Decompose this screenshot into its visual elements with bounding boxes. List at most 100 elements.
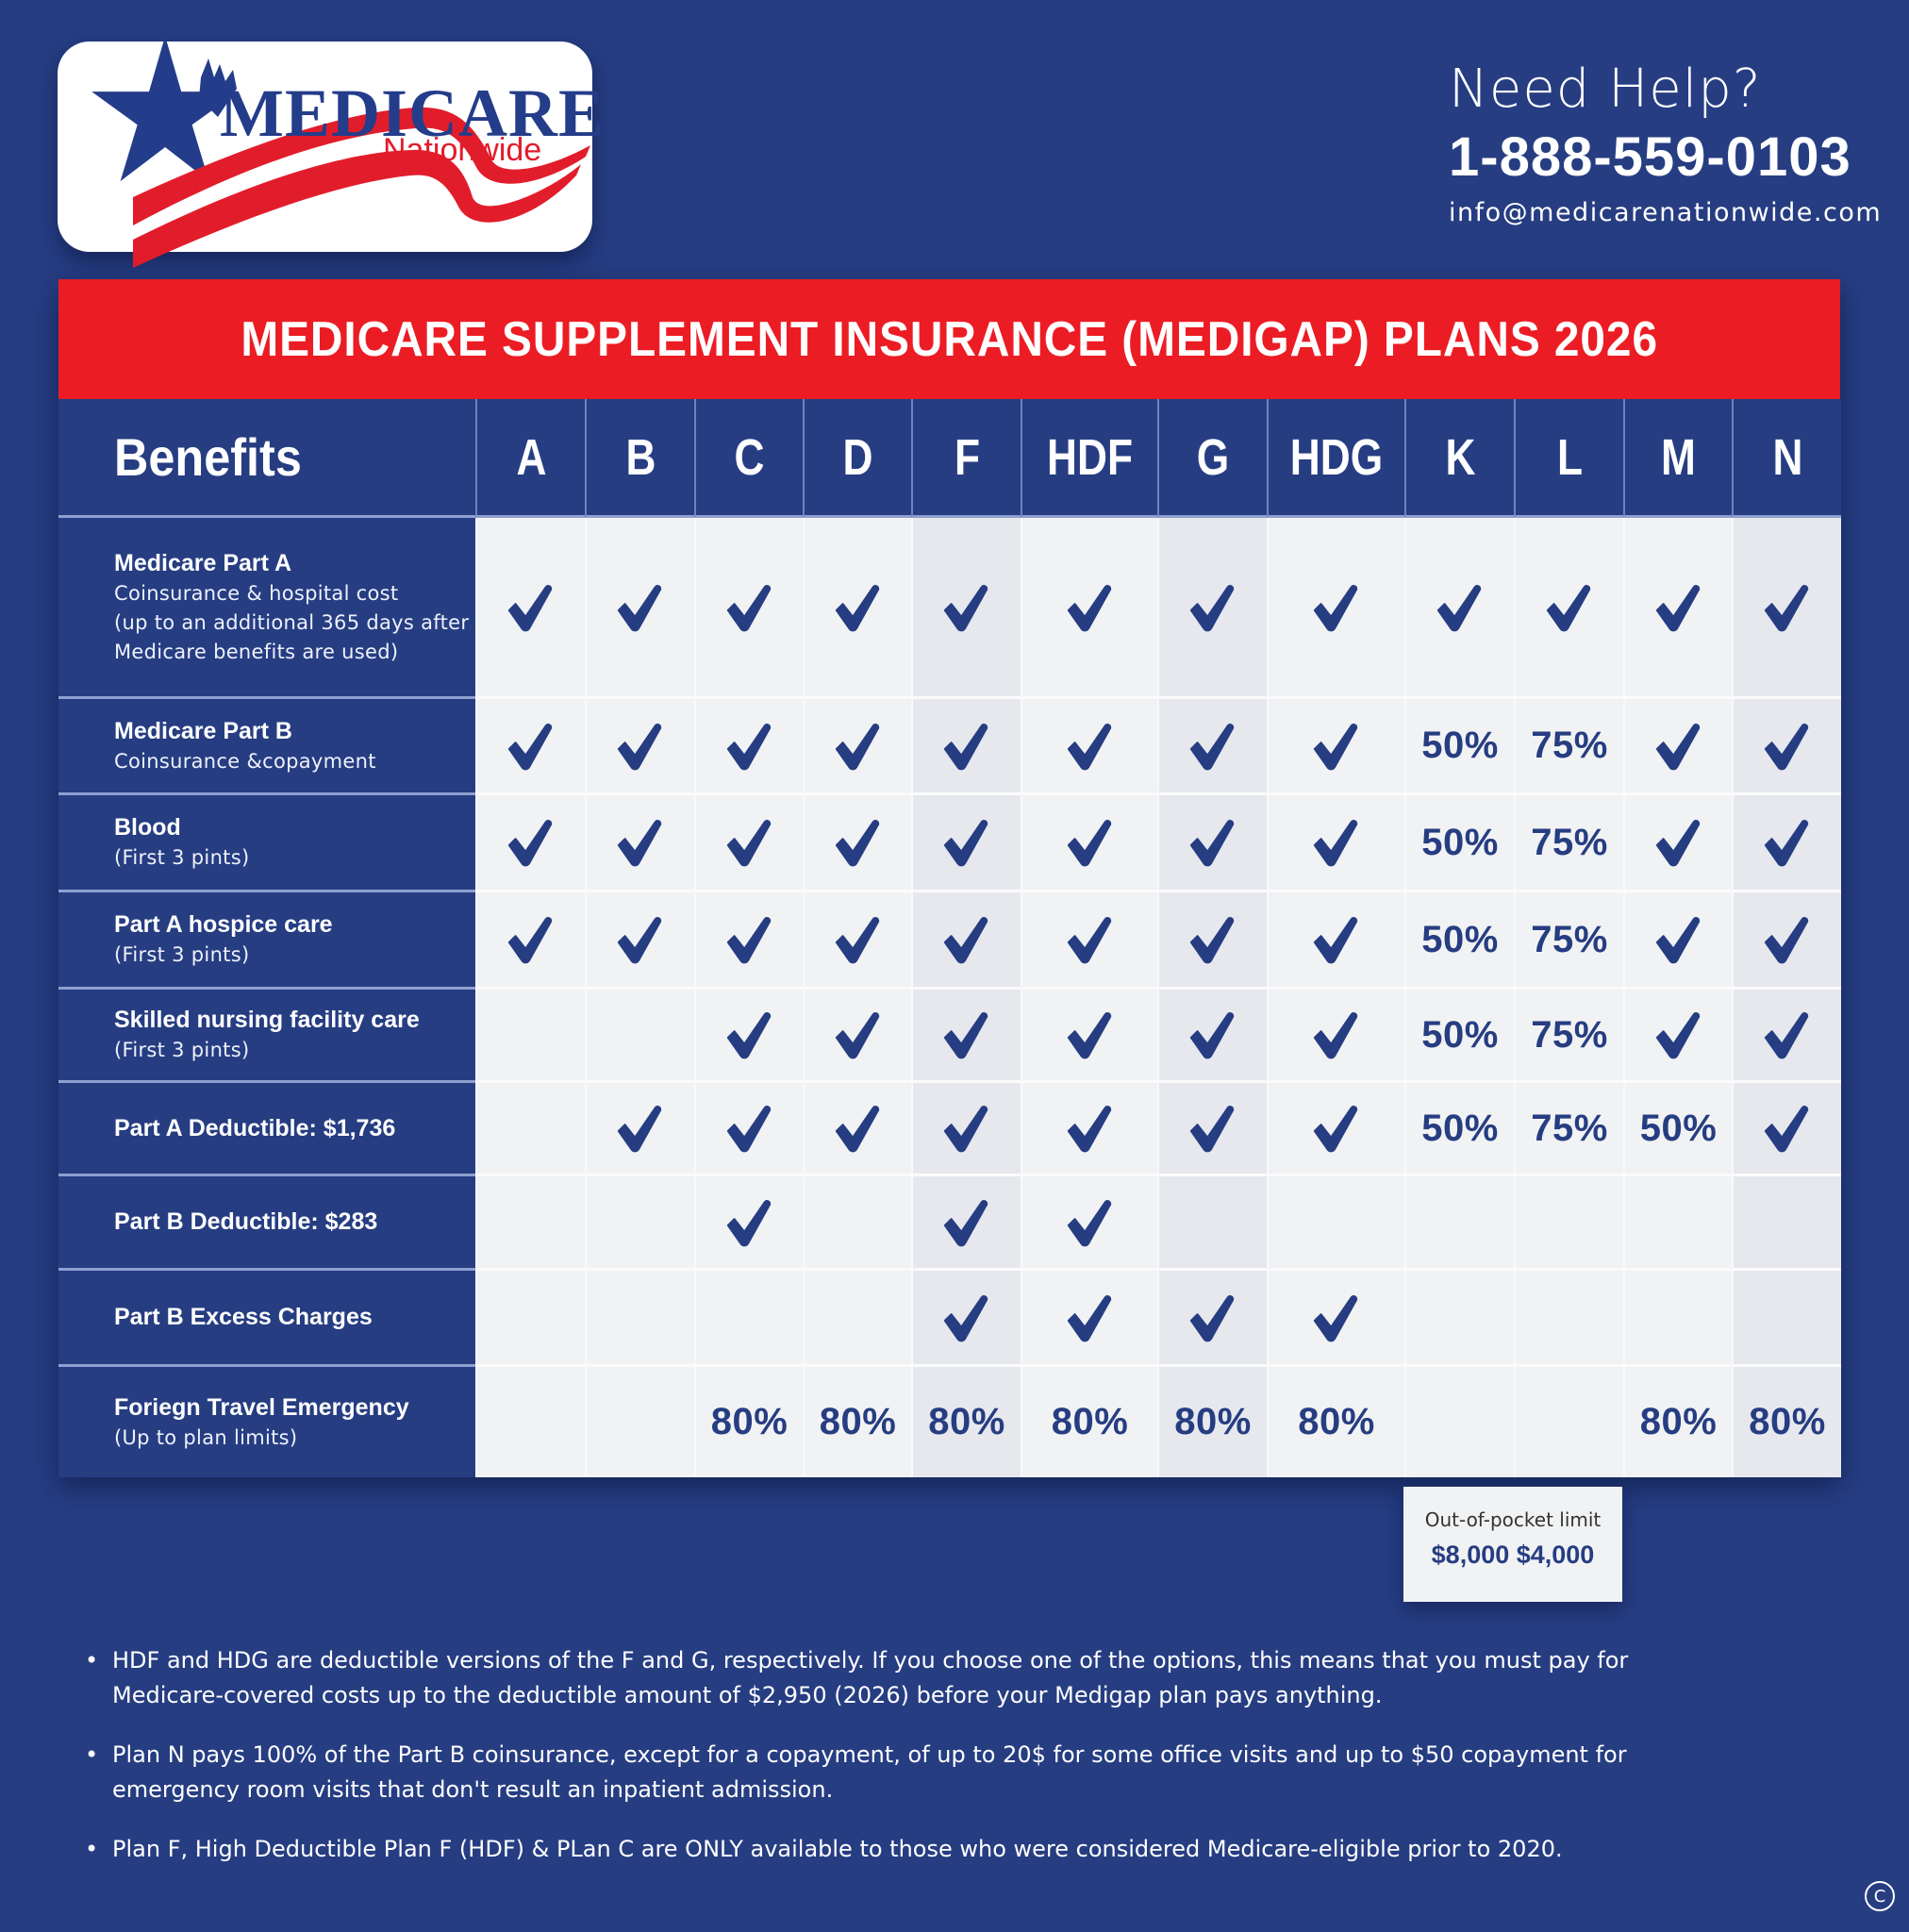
benefit-title: Skilled nursing facility care <box>114 1007 420 1033</box>
checkmark-icon <box>1760 912 1815 967</box>
checkmark-icon <box>722 815 777 870</box>
benefit-title: Part A Deductible: $1,736 <box>114 1114 396 1141</box>
plan-header-d: D <box>803 399 911 518</box>
checkmark-icon <box>1760 719 1815 774</box>
out-of-pocket-limit-box: Out-of-pocket limit $8,000 $4,000 <box>1403 1487 1622 1602</box>
checkmark-icon <box>1063 580 1118 635</box>
checkmark-icon <box>1063 719 1118 774</box>
copyright-letter: C <box>1873 1886 1886 1907</box>
checkmark-icon <box>504 912 558 967</box>
plan-cell-f <box>911 518 1021 699</box>
plan-cell-c <box>694 892 803 990</box>
plan-cell-k: 50% <box>1404 1083 1514 1176</box>
coverage-percent: 50% <box>1639 1107 1718 1149</box>
checkmark-icon <box>1309 1008 1364 1062</box>
plan-cell-k: 50% <box>1404 795 1514 892</box>
logo: MEDICARE Nationwide <box>58 36 604 268</box>
plan-cell-hdg <box>1267 795 1404 892</box>
footnote-text: HDF and HDG are deductible versions of t… <box>112 1647 1629 1708</box>
plan-cell-a <box>475 1176 585 1271</box>
checkmark-icon <box>831 580 886 635</box>
plan-cell-m <box>1623 892 1732 990</box>
coverage-percent: 80% <box>928 1401 1005 1442</box>
plan-cell-b <box>585 795 694 892</box>
coverage-percent: 50% <box>1421 821 1499 863</box>
plan-cell-n <box>1732 518 1841 699</box>
checkmark-icon <box>939 815 994 870</box>
plan-cell-hdg <box>1267 1271 1404 1367</box>
plan-cell-l: 75% <box>1514 699 1623 795</box>
plan-cell-n <box>1732 990 1841 1083</box>
plan-cell-m <box>1623 795 1732 892</box>
checkmark-icon <box>1186 1008 1240 1062</box>
checkmark-icon <box>939 1101 994 1156</box>
checkmark-icon <box>1309 1291 1364 1345</box>
email-link[interactable]: info@medicarenationwide.com <box>1449 198 1883 227</box>
plan-cell-f <box>911 990 1021 1083</box>
plan-header-n: N <box>1732 399 1841 518</box>
plan-header-label: F <box>954 428 980 486</box>
checkmark-icon <box>613 1101 668 1156</box>
plan-cell-d <box>803 892 911 990</box>
coverage-percent: 50% <box>1421 918 1499 960</box>
phone-link[interactable]: 1-888-559-0103 <box>1449 126 1851 188</box>
plan-cell-d <box>803 990 911 1083</box>
checkmark-icon <box>722 912 777 967</box>
plan-cell-c <box>694 990 803 1083</box>
footnote-text: Plan N pays 100% of the Part B coinsuran… <box>112 1741 1627 1803</box>
plan-cell-hdf <box>1021 1176 1157 1271</box>
plan-header-label: M <box>1661 428 1696 486</box>
checkmark-icon <box>1760 815 1815 870</box>
benefit-subtitle: Coinsurance & hospital cost <box>114 581 399 605</box>
plan-cell-g <box>1157 990 1267 1083</box>
benefit-title: Foriegn Travel Emergency <box>114 1393 409 1421</box>
plan-cell-g <box>1157 1083 1267 1176</box>
checkmark-icon <box>1186 1101 1240 1156</box>
plan-cell-n <box>1732 699 1841 795</box>
copyright-icon: C <box>1865 1881 1895 1911</box>
plan-cell-c <box>694 518 803 699</box>
checkmark-icon <box>1063 912 1118 967</box>
checkmark-icon <box>504 580 558 635</box>
plan-cell-n <box>1732 795 1841 892</box>
checkmark-icon <box>1186 719 1240 774</box>
plan-cell-m: 50% <box>1623 1083 1732 1176</box>
checkmark-icon <box>722 1195 777 1250</box>
plan-cell-f <box>911 1083 1021 1176</box>
benefit-label: Part A hospice care (First 3 pints) <box>58 892 475 990</box>
plan-cell-hdf <box>1021 1083 1157 1176</box>
plans-grid: Benefits A B C D F HDF G HDG K L M N Medicare Part A… <box>58 399 1841 1477</box>
coverage-percent: 75% <box>1531 1013 1608 1056</box>
checkmark-icon <box>1186 1291 1240 1345</box>
benefits-header-label: Benefits <box>114 427 302 487</box>
plan-header-label: L <box>1556 428 1583 486</box>
plan-cell-l: 75% <box>1514 1083 1623 1176</box>
checkmark-icon <box>831 912 886 967</box>
plan-cell-b <box>585 1367 694 1477</box>
bullet-icon: • <box>85 1836 99 1862</box>
plan-cell-k: 50% <box>1404 990 1514 1083</box>
footnote-item: • HDF and HDG are deductible versions of … <box>85 1643 1688 1713</box>
plan-cell-hdf <box>1021 699 1157 795</box>
checkmark-icon <box>939 719 994 774</box>
checkmark-icon <box>939 1291 994 1345</box>
plan-cell-n <box>1732 1271 1841 1367</box>
benefit-subtitle: (up to an additional 365 days after <box>114 610 470 634</box>
logo-sub-text: Nationwide <box>383 132 542 168</box>
plan-cell-hdg <box>1267 699 1404 795</box>
checkmark-icon <box>939 1195 994 1250</box>
checkmark-icon <box>504 719 558 774</box>
checkmark-icon <box>1652 580 1706 635</box>
checkmark-icon <box>1760 1008 1815 1062</box>
plan-cell-hdg <box>1267 1176 1404 1271</box>
plan-cell-n <box>1732 1176 1841 1271</box>
benefit-title: Part B Deductible: $283 <box>114 1208 378 1235</box>
checkmark-icon <box>722 1101 777 1156</box>
plan-cell-hdf <box>1021 892 1157 990</box>
coverage-percent: 50% <box>1421 1013 1499 1056</box>
checkmark-icon <box>831 815 886 870</box>
plan-cell-k <box>1404 1176 1514 1271</box>
plan-header-l: L <box>1514 399 1623 518</box>
checkmark-icon <box>1186 580 1240 635</box>
checkmark-icon <box>1186 815 1240 870</box>
